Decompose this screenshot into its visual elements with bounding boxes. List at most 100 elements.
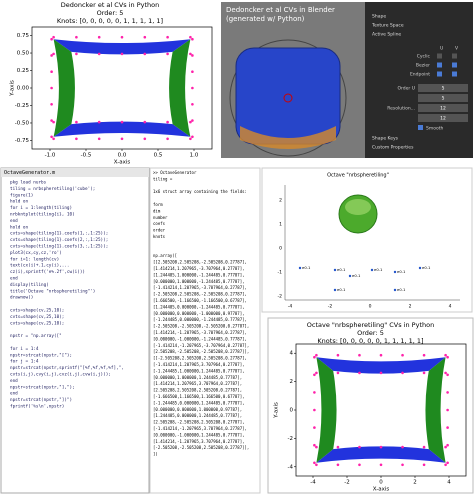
console-line: [-2.505208,-2.505208,2.505208,0.27787]], <box>153 445 249 450</box>
console-line: [1.414214,-1.207965,-3.707964,0.27787], <box>153 330 247 335</box>
control-point <box>379 445 383 449</box>
x-tick-label: -4 <box>288 304 293 310</box>
control-point <box>315 463 318 467</box>
control-point <box>336 463 340 467</box>
control-point <box>50 54 53 57</box>
console-line: [-2.505208,2.505208,-2.505208,0.27787], <box>153 292 247 297</box>
control-point <box>75 120 78 124</box>
blue-band <box>53 121 191 137</box>
console-line: [1.414214,1.207965,3.707964,0.27787], <box>153 381 242 386</box>
control-point <box>166 137 169 141</box>
control-point <box>358 463 361 467</box>
control-point <box>189 52 192 56</box>
control-point <box>166 120 169 124</box>
control-point <box>189 120 192 124</box>
console-line: order <box>153 228 166 233</box>
panel-section: Shape Keys <box>372 136 399 142</box>
console-line: [1.244485,1.000000,-1.244485,0.77787], <box>153 272 245 277</box>
console-line: np.array([ <box>153 253 177 258</box>
checkbox <box>452 71 457 77</box>
code-line: npstr=strcat(npstr,sprintf("[%f,%f,%f,%f… <box>10 365 124 371</box>
code-line: end <box>10 391 18 397</box>
field <box>418 94 468 102</box>
control-point <box>313 426 316 429</box>
control-point <box>313 373 316 377</box>
console-line: >> OctaveGenerator <box>153 170 197 175</box>
code-line: drawnow() <box>10 295 33 301</box>
console-line: [0.000000,1.000000,-1.244485,0.77787], <box>153 279 245 284</box>
console-line: [1.244485,0.000000,-1.244485,0.77787], <box>153 304 245 309</box>
panel-section: Texture Space <box>371 23 404 29</box>
control-point <box>52 35 55 39</box>
panel-section: Custom Properties <box>372 145 414 151</box>
control-point <box>401 371 404 375</box>
console-line: [0.000000,-1.000000,1.244485,0.77787], <box>153 432 245 437</box>
console-line: [0.000000,0.000000,1.000000,0.97787], <box>153 407 242 412</box>
code-line: for i = 1:4 <box>10 346 39 352</box>
control-point <box>97 120 101 124</box>
control-point <box>191 102 194 106</box>
control-point <box>422 353 426 357</box>
console-line: dim <box>153 208 161 213</box>
control-point <box>191 135 194 139</box>
control-point <box>336 371 340 375</box>
x-tick-label: -4 <box>310 480 316 486</box>
x-axis-label: X-axis <box>373 487 390 493</box>
blender-title: (generated w/ Python) <box>226 15 305 23</box>
console-line: tiling = <box>153 176 173 181</box>
y-tick-label: -2 <box>278 294 283 300</box>
control-point <box>75 35 78 39</box>
x-axis-label: X-axis <box>114 160 131 166</box>
code-line: figure(1) <box>10 192 33 198</box>
control-point <box>191 37 194 41</box>
console-line: [-1.414214,1.207965,-3.707964,0.27787], <box>153 285 247 290</box>
plot-title: Dedoncker et al CVs in Python <box>61 1 160 9</box>
control-point <box>143 120 147 124</box>
control-point <box>313 408 316 412</box>
checkbox <box>418 125 423 130</box>
code-line: display(tiling) <box>10 282 49 288</box>
blender-cube <box>235 47 341 145</box>
code-line: cvts=shape(cv,25,10); <box>10 314 64 320</box>
console-line: [-2.505208,-2.505208,-2.505208,0.27787], <box>153 324 249 329</box>
control-point <box>75 137 78 141</box>
y-tick-label: 0.25 <box>17 68 30 74</box>
console-line: [-1.244485,0.000000,-1.244485,0.77787], <box>153 317 247 322</box>
checkbox <box>437 53 442 59</box>
octave-title: Octave "nrbspheretiling" <box>327 173 389 179</box>
control-point <box>50 102 53 106</box>
octave-point <box>370 268 374 272</box>
y-tick-label: 4 <box>290 351 294 357</box>
control-point <box>313 443 316 447</box>
panel-label: U <box>440 46 443 52</box>
field <box>418 104 468 112</box>
console-line: knots <box>153 234 166 239</box>
control-point <box>446 391 449 394</box>
code-line: pkg load nurbs <box>10 180 47 186</box>
control-point <box>50 70 53 74</box>
control-point <box>315 353 318 357</box>
control-point <box>191 119 194 122</box>
y-tick-label: -0.75 <box>15 138 30 144</box>
control-point <box>52 120 55 124</box>
panel-label: V <box>455 46 459 52</box>
y-tick-label: -0.25 <box>15 103 30 109</box>
code-line: cvts=shape(tiling{1}.coefs(3,:,1:25)); <box>10 244 108 250</box>
console-line: coefs <box>153 221 166 226</box>
control-point <box>315 371 318 375</box>
control-point <box>75 52 78 56</box>
field <box>418 84 468 92</box>
control-point <box>315 445 318 449</box>
y-tick-label: 0 <box>279 246 282 252</box>
control-point <box>143 35 147 39</box>
field <box>418 114 468 122</box>
sphere-outline <box>229 39 347 157</box>
code-line: npstr=strcat(npstr,"],"); <box>10 384 75 390</box>
field-value: 5 <box>442 96 445 102</box>
checkbox <box>452 53 457 59</box>
blender-title: Dedoncker et al CVs in Blender <box>226 6 335 14</box>
console-line: 1x6 struct array containing the fields: <box>153 189 247 194</box>
control-point <box>446 373 449 377</box>
